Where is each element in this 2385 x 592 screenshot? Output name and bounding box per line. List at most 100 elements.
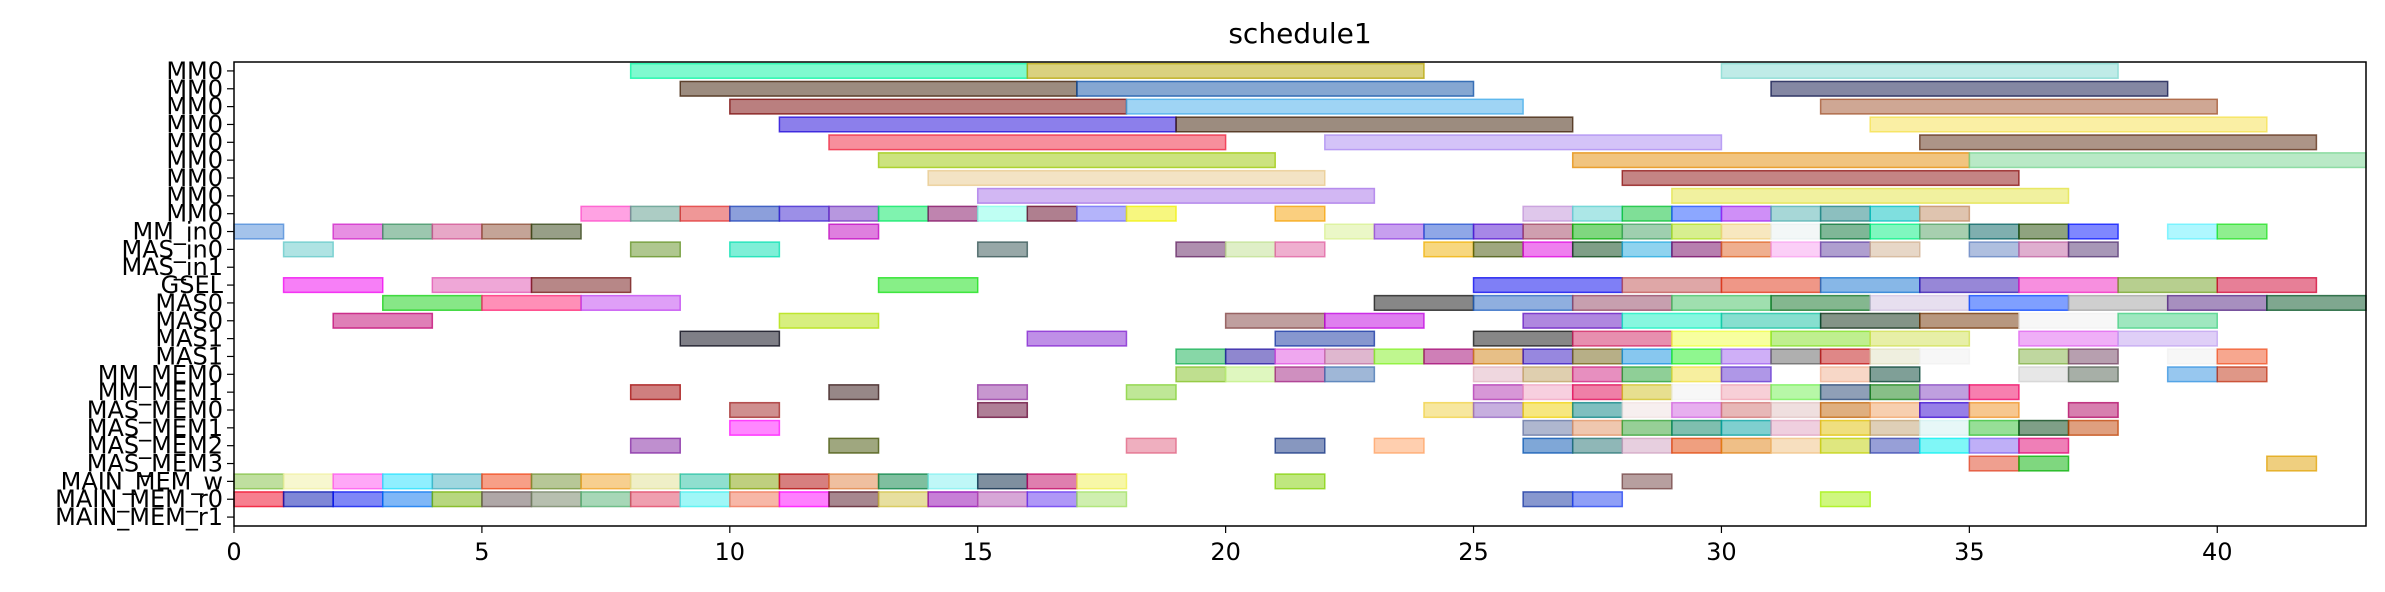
task-bar — [282, 473, 334, 490]
task-bar — [1819, 401, 1871, 419]
task-bar — [927, 205, 979, 222]
y-tick-label: MM_MEM1 — [98, 378, 223, 406]
task-bar — [1869, 205, 1921, 222]
x-tick-label: 25 — [1458, 538, 1489, 566]
y-tick-label: MM0 — [166, 93, 223, 121]
task-bar — [1869, 437, 1921, 454]
task-bar — [580, 205, 632, 222]
task-bar — [1472, 330, 1574, 347]
task-bar — [828, 491, 880, 508]
task-bar — [877, 152, 1276, 169]
task-bar — [1522, 366, 1574, 383]
task-bar — [1175, 348, 1227, 365]
task-bar — [1621, 437, 1673, 454]
y-tick-label: MAS_MEM1 — [87, 414, 223, 442]
task-bar — [1522, 491, 1574, 508]
task-bar — [1869, 223, 1921, 240]
task-bar — [679, 491, 731, 508]
task-bar — [1869, 330, 1971, 347]
task-bar — [1125, 437, 1177, 454]
y-tick-label: MM0 — [166, 75, 223, 103]
task-bar — [828, 384, 880, 401]
task-bar — [1076, 491, 1128, 508]
task-bar — [233, 223, 285, 240]
task-bar — [729, 205, 781, 222]
task-bar — [1770, 241, 1822, 258]
task-bar — [1324, 366, 1376, 383]
task-bar — [2166, 223, 2219, 240]
task-bar — [1671, 384, 1723, 401]
task-bar — [1621, 312, 1723, 329]
task-bar — [1819, 312, 1921, 329]
task-bar — [1919, 277, 2020, 294]
task-bar — [828, 134, 1227, 151]
x-tick-label: 10 — [715, 538, 746, 566]
task-bar — [1819, 277, 1921, 294]
task-bar — [679, 473, 731, 490]
y-tick-label: MAS_MEM0 — [87, 396, 223, 424]
task-bar — [2018, 277, 2119, 294]
task-bar — [1869, 294, 1971, 311]
task-bar — [1968, 223, 2020, 240]
task-bar — [1671, 348, 1723, 365]
task-bar — [1026, 473, 1078, 490]
task-bar — [580, 473, 632, 490]
task-bar — [1671, 294, 1772, 311]
task-bar — [1026, 205, 1078, 222]
task-bar — [1621, 384, 1673, 401]
task-bar — [1522, 437, 1574, 454]
task-bar — [1968, 152, 2367, 169]
task-bar — [1819, 491, 1871, 508]
task-bar — [629, 437, 681, 454]
task-bar — [629, 62, 1029, 79]
chart-title: schedule1 — [1228, 17, 1371, 50]
task-bars — [233, 62, 2367, 508]
task-bar — [381, 294, 483, 311]
task-bar — [629, 473, 681, 490]
y-tick-label: MM0 — [166, 110, 223, 138]
task-bar — [2018, 241, 2070, 258]
task-bar — [2166, 294, 2268, 311]
task-bar — [2067, 294, 2169, 311]
y-tick-label: MM0 — [166, 57, 223, 85]
task-bar — [1720, 348, 1772, 365]
task-bar — [1621, 348, 1673, 365]
task-bar — [1224, 348, 1276, 365]
task-bar — [1968, 384, 2020, 401]
task-bar — [2117, 312, 2219, 329]
task-bar — [1373, 294, 1475, 311]
task-bar — [976, 205, 1029, 222]
y-tick-label: MAS0 — [155, 289, 223, 317]
task-bar — [2266, 294, 2367, 311]
task-bar — [778, 491, 830, 508]
task-bar — [2018, 330, 2119, 347]
task-bar — [1919, 437, 1971, 454]
task-bar — [1571, 205, 1624, 222]
task-bar — [1770, 437, 1822, 454]
task-bar — [1472, 384, 1524, 401]
x-tick-label: 15 — [962, 538, 993, 566]
task-bar — [1919, 223, 1971, 240]
task-bar — [431, 223, 483, 240]
y-tick-label: MAS0 — [155, 307, 223, 335]
task-bar — [976, 491, 1029, 508]
task-bar — [1621, 169, 2020, 187]
task-bar — [282, 277, 384, 294]
task-bar — [629, 241, 681, 258]
task-bar — [1770, 205, 1822, 222]
task-bar — [1720, 384, 1772, 401]
y-tick-label: MM_in0 — [132, 218, 223, 246]
task-bar — [927, 491, 979, 508]
y-tick-label: MM0 — [166, 182, 223, 210]
task-bar — [1919, 384, 1971, 401]
task-bar — [1720, 241, 1772, 258]
y-tick-label: MAS_MEM2 — [87, 432, 223, 460]
task-bar — [1571, 419, 1624, 436]
task-bar — [679, 330, 781, 347]
task-bar — [1671, 187, 2070, 204]
task-bar — [1819, 241, 1871, 258]
task-bar — [2216, 348, 2268, 365]
task-bar — [233, 473, 285, 490]
task-bar — [332, 473, 384, 490]
task-bar — [1274, 348, 1326, 365]
